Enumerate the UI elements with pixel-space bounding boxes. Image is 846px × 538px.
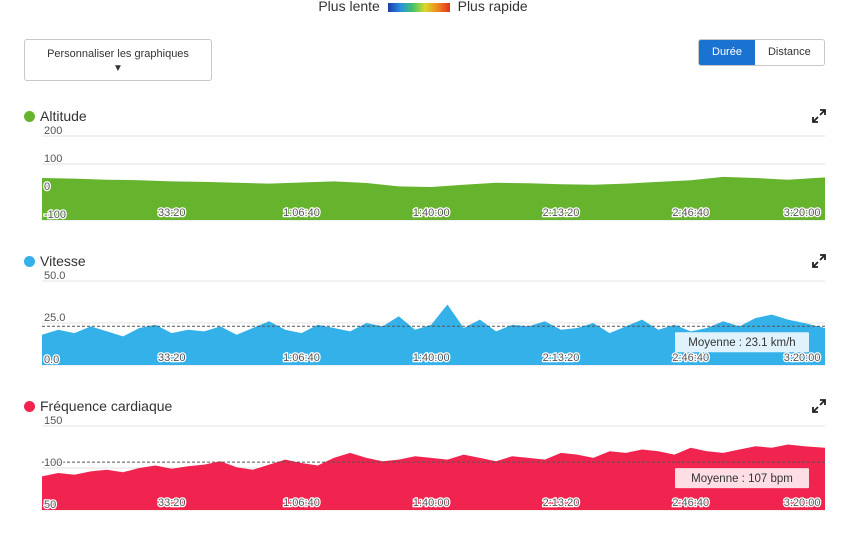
heart-rate-title-text: Fréquence cardiaque xyxy=(40,398,172,414)
heart-rate-x-tick-label: 3:20:00 xyxy=(784,497,821,509)
speed-average-label: Moyenne : 23.1 km/h xyxy=(688,337,795,349)
distance-toggle-button[interactable]: Distance xyxy=(755,40,824,65)
heart-rate-x-tick-label: 1:06:40 xyxy=(283,497,320,509)
speed-x-tick-label: 2:46:40 xyxy=(672,352,709,364)
altitude-y-tick-label: 0 xyxy=(44,181,50,193)
speed-x-tick-label: 3:20:00 xyxy=(784,352,821,364)
heart-rate-title: Fréquence cardiaque xyxy=(24,397,172,415)
altitude-x-tick-label: 1:40:00 xyxy=(413,207,450,219)
altitude-color-dot xyxy=(24,111,35,122)
duration-toggle-button[interactable]: Durée xyxy=(699,40,755,65)
altitude-x-tick-label: 33:20 xyxy=(158,207,186,219)
heart-rate-y-tick-label: 150 xyxy=(44,415,62,427)
heart-rate-x-tick-label: 2:46:40 xyxy=(672,497,709,509)
altitude-title: Altitude xyxy=(24,107,87,125)
legend-fast-label: Plus rapide xyxy=(458,0,528,14)
speed-x-tick-label: 1:06:40 xyxy=(283,352,320,364)
altitude-x-tick-label: 2:13:20 xyxy=(543,207,580,219)
heart-rate-x-tick-label: 1:40:00 xyxy=(413,497,450,509)
speed-y-tick-label: 50.0 xyxy=(44,270,65,282)
altitude-y-tick-label: 100 xyxy=(44,153,62,165)
axis-mode-toggle[interactable]: Durée Distance xyxy=(698,39,825,66)
speed-x-tick-label: 1:40:00 xyxy=(413,352,450,364)
heart-rate-average-label: Moyenne : 107 bpm xyxy=(691,473,793,485)
altitude-y-tick-label: 200 xyxy=(44,125,62,137)
heart-rate-x-tick-label: 2:13:20 xyxy=(543,497,580,509)
legend-slow-label: Plus lente xyxy=(318,0,379,14)
expand-icon[interactable] xyxy=(812,399,826,413)
speed-chart: Moyenne : 23.1 km/h 50.0 25.0 0.0 33:20 1:06:… xyxy=(0,273,846,393)
customize-charts-button[interactable]: Personnaliser les graphiques ▼ xyxy=(24,39,212,81)
speed-y-tick-label: 0.0 xyxy=(44,354,59,366)
speed-legend: Plus lente Plus rapide xyxy=(0,0,846,14)
heart-rate-chart: Moyenne : 107 bpm 150 100 50 33:20 1:06:40 1:4… xyxy=(0,418,846,538)
heart-rate-y-tick-label: 50 xyxy=(44,499,56,511)
altitude-title-text: Altitude xyxy=(40,108,87,124)
heart-rate-color-dot xyxy=(24,401,35,412)
speed-y-tick-label: 25.0 xyxy=(44,312,65,324)
speed-color-dot xyxy=(24,256,35,267)
heart-rate-x-tick-label: 33:20 xyxy=(158,497,186,509)
altitude-x-tick-label: 2:46:40 xyxy=(672,207,709,219)
heart-rate-y-tick-label: 100 xyxy=(44,457,62,469)
speed-gradient-bar xyxy=(388,3,450,12)
chevron-down-icon: ▼ xyxy=(25,63,211,74)
altitude-x-tick-label: 3:20:00 xyxy=(784,207,821,219)
speed-x-tick-label: 2:13:20 xyxy=(543,352,580,364)
altitude-x-tick-label: 1:06:40 xyxy=(283,207,320,219)
customize-charts-label: Personnaliser les graphiques xyxy=(25,48,211,60)
altitude-chart: 200 100 0 -100 33:20 1:06:40 1:40:00 2:13:20 2:4… xyxy=(0,128,846,248)
speed-title-text: Vitesse xyxy=(40,253,86,269)
altitude-y-tick-label: -100 xyxy=(44,209,66,221)
speed-title: Vitesse xyxy=(24,252,86,270)
expand-icon[interactable] xyxy=(812,254,826,268)
speed-x-tick-label: 33:20 xyxy=(158,352,186,364)
expand-icon[interactable] xyxy=(812,109,826,123)
